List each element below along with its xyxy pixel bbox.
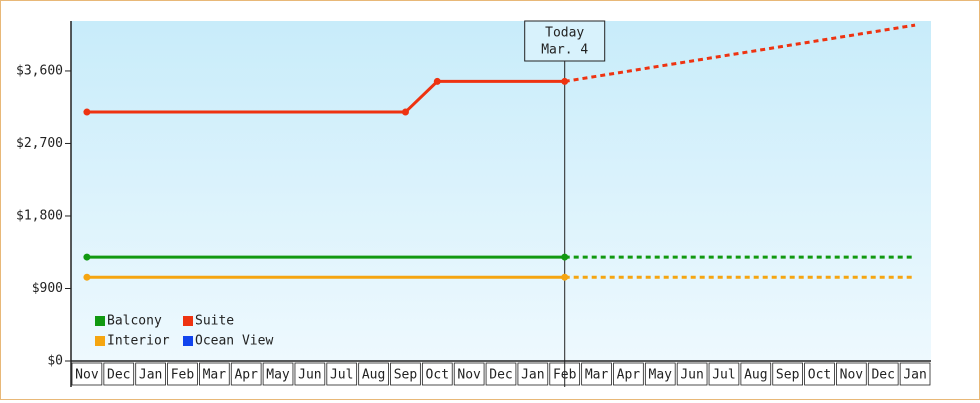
x-cell: [199, 362, 230, 386]
y-tick-label: $0: [47, 354, 63, 369]
x-cell: [613, 362, 644, 386]
x-tick-label: Sep: [776, 368, 800, 383]
x-tick-label: Oct: [808, 368, 831, 383]
point: [401, 108, 409, 116]
x-tick-label: Feb: [171, 368, 195, 383]
x-cell: [804, 362, 835, 386]
x-tick-label: May: [649, 368, 673, 383]
x-tick-label: Jun: [298, 368, 321, 383]
x-tick-label: Jun: [680, 368, 703, 383]
x-tick-label: Mar: [203, 368, 227, 383]
x-tick-label: Aug: [362, 368, 385, 383]
x-tick-label: Jul: [330, 368, 353, 383]
legend-label: Interior: [107, 334, 170, 349]
x-cell: [135, 362, 166, 386]
x-cell: [740, 362, 772, 386]
x-cell: [326, 362, 358, 386]
x-tick-label: Dec: [489, 368, 512, 383]
plot-area: [71, 21, 931, 361]
x-cell: [485, 362, 517, 386]
today-box: [524, 20, 606, 62]
x-cell: [230, 362, 262, 386]
x-tick-label: Nov: [75, 368, 99, 383]
x-cell: [708, 362, 740, 386]
x-cell: [644, 362, 676, 386]
legend-label: Ocean View: [195, 334, 273, 349]
x-tick-label: Jan: [521, 368, 544, 383]
x-cell: [899, 362, 931, 386]
x-cell: [167, 362, 198, 386]
x-tick-label: Dec: [107, 368, 130, 383]
legend-swatch: [95, 316, 105, 326]
point: [83, 108, 91, 116]
x-tick-label: Jul: [712, 368, 735, 383]
x-cell: [453, 362, 485, 386]
x-tick-label: Aug: [744, 368, 767, 383]
point: [433, 77, 441, 85]
y-tick-label: $2,700: [16, 136, 63, 151]
x-tick-label: Apr: [617, 368, 641, 383]
x-tick-label: Apr: [234, 368, 258, 383]
legend-swatch: [183, 336, 193, 346]
point: [83, 273, 91, 281]
today-label: Mar. 4: [541, 43, 588, 58]
point: [561, 77, 569, 85]
price-line: [86, 79, 565, 114]
x-cell: [836, 362, 867, 386]
x-cell: [390, 362, 421, 386]
x-tick-label: Jan: [139, 368, 162, 383]
x-cell: [867, 362, 899, 386]
legend-swatch: [183, 316, 193, 326]
point: [561, 273, 569, 281]
x-tick-label: Nov: [840, 368, 864, 383]
x-cell: [772, 362, 803, 386]
x-cell: [71, 362, 103, 386]
x-cell: [262, 362, 294, 386]
x-cell: [581, 362, 612, 386]
y-tick-label: $900: [32, 281, 63, 296]
x-tick-label: May: [266, 368, 290, 383]
x-tick-label: Sep: [394, 368, 418, 383]
y-tick-label: $3,600: [16, 63, 63, 78]
x-tick-label: Dec: [871, 368, 894, 383]
point: [561, 253, 569, 261]
legend-label: Suite: [195, 314, 234, 329]
legend-label: Balcony: [107, 314, 162, 329]
x-cell: [294, 362, 326, 386]
point: [83, 253, 91, 261]
x-tick-label: Jan: [903, 368, 926, 383]
x-tick-label: Oct: [426, 368, 449, 383]
x-cell: [676, 362, 708, 386]
x-cell: [421, 362, 453, 386]
x-tick-label: Nov: [457, 368, 481, 383]
legend-swatch: [95, 336, 105, 346]
today-label: Today: [545, 26, 584, 41]
x-cell: [103, 362, 135, 386]
x-cell: [517, 362, 549, 386]
y-tick-label: $1,800: [16, 208, 63, 223]
x-cell: [358, 362, 389, 386]
x-tick-label: Mar: [585, 368, 609, 383]
